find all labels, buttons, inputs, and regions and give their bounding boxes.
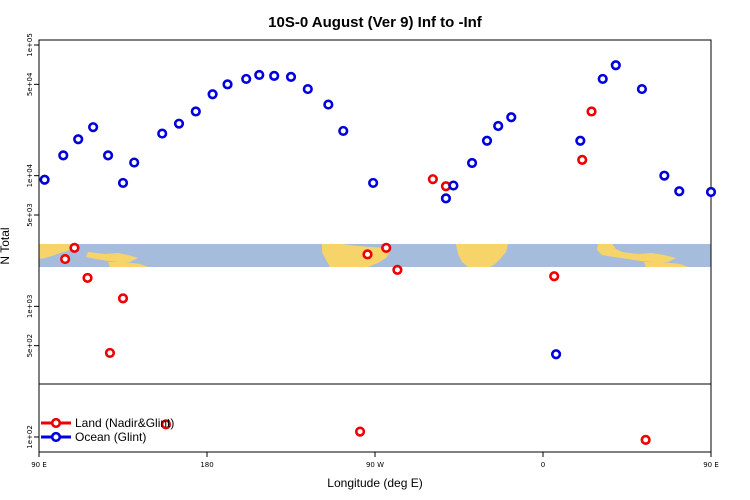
legend: Land (Nadir&Glint) Ocean (Glint)	[41, 416, 174, 444]
land-point	[577, 154, 588, 166]
ocean-point	[493, 120, 504, 132]
y-tick-label: 5e+04	[26, 72, 34, 96]
ocean-point	[323, 99, 334, 110]
world-map-strip	[39, 244, 711, 267]
ocean-point	[302, 83, 313, 95]
ocean-point	[88, 122, 99, 133]
x-tick-label: 90 W	[366, 461, 384, 469]
ocean-point	[254, 69, 265, 81]
ocean-point	[575, 135, 586, 146]
land-point	[82, 272, 93, 284]
ocean-point	[466, 157, 478, 169]
ocean-point	[269, 70, 280, 82]
land-point	[117, 293, 129, 304]
y-tick-label: 1e+04	[26, 163, 34, 187]
land-point	[104, 347, 116, 359]
legend-land-marker	[50, 417, 62, 429]
x-axis: 90 E 180 90 W 0 90 E	[31, 452, 719, 469]
ocean-point	[173, 118, 185, 129]
ocean-point	[58, 150, 69, 161]
legend-ocean-label: Ocean (Glint)	[75, 430, 146, 444]
land-point	[381, 242, 392, 254]
land-point	[640, 434, 651, 446]
ocean-point	[368, 177, 379, 189]
ocean-point	[448, 180, 459, 191]
ocean-point	[610, 60, 621, 71]
ocean-point	[550, 349, 562, 360]
ocean-point	[597, 73, 608, 85]
x-tick-label: 90 E	[31, 461, 47, 469]
land-point	[354, 426, 366, 437]
ocean-point	[117, 177, 129, 189]
y-tick-label: 1e+05	[26, 33, 34, 57]
y-tick-label: 1e+02	[26, 425, 34, 449]
y-tick-label: 5e+02	[26, 334, 34, 358]
map-land-south-america	[322, 244, 390, 267]
ocean-point	[440, 193, 452, 204]
x-tick-label: 0	[541, 461, 545, 469]
y-tick-label: 5e+03	[26, 203, 34, 227]
land-point	[392, 264, 403, 276]
ocean-point	[39, 174, 50, 185]
legend-land-label: Land (Nadir&Glint)	[75, 416, 174, 430]
ocean-point	[285, 71, 297, 82]
series-ocean-points	[39, 60, 717, 360]
ocean-point	[157, 128, 168, 139]
map-land-australia-right	[644, 262, 688, 267]
map-land-australia-left	[108, 262, 148, 267]
land-point	[586, 106, 597, 117]
series-land-points	[60, 106, 651, 446]
legend-ocean-marker	[50, 431, 62, 443]
ocean-point	[222, 79, 233, 90]
ocean-point	[636, 83, 648, 95]
y-tick-label: 1e+03	[26, 295, 34, 319]
ocean-point	[338, 125, 349, 137]
land-point	[362, 249, 373, 260]
ocean-point	[659, 170, 670, 181]
land-point	[427, 174, 438, 185]
ocean-point	[506, 112, 517, 123]
map-land-asia-left	[39, 244, 72, 259]
land-point	[69, 242, 80, 254]
ocean-point	[241, 73, 252, 85]
land-point	[549, 271, 560, 282]
y-axis-label: N Total	[0, 227, 12, 264]
ocean-point	[190, 106, 201, 117]
ocean-point	[73, 134, 84, 145]
ocean-point	[705, 186, 717, 198]
ocean-point	[674, 186, 685, 197]
map-land-africa	[456, 244, 508, 267]
ocean-point	[207, 89, 218, 100]
ocean-point	[481, 135, 493, 146]
ocean-point	[102, 150, 114, 161]
land-point	[60, 253, 71, 265]
y-axis: 1e+02 5e+02 1e+03 5e+03 1e+04 5e+04 1e+05	[26, 33, 39, 449]
map-land-indonesia-left	[86, 252, 138, 262]
x-tick-label: 90 E	[703, 461, 719, 469]
land-point	[160, 419, 172, 430]
x-tick-label: 180	[200, 461, 213, 469]
ocean-point	[129, 157, 140, 168]
map-land-indonesia-right	[597, 244, 676, 262]
chart-title: 10S-0 August (Ver 9) Inf to -Inf	[268, 14, 483, 31]
x-axis-label: Longitude (deg E)	[327, 476, 422, 490]
